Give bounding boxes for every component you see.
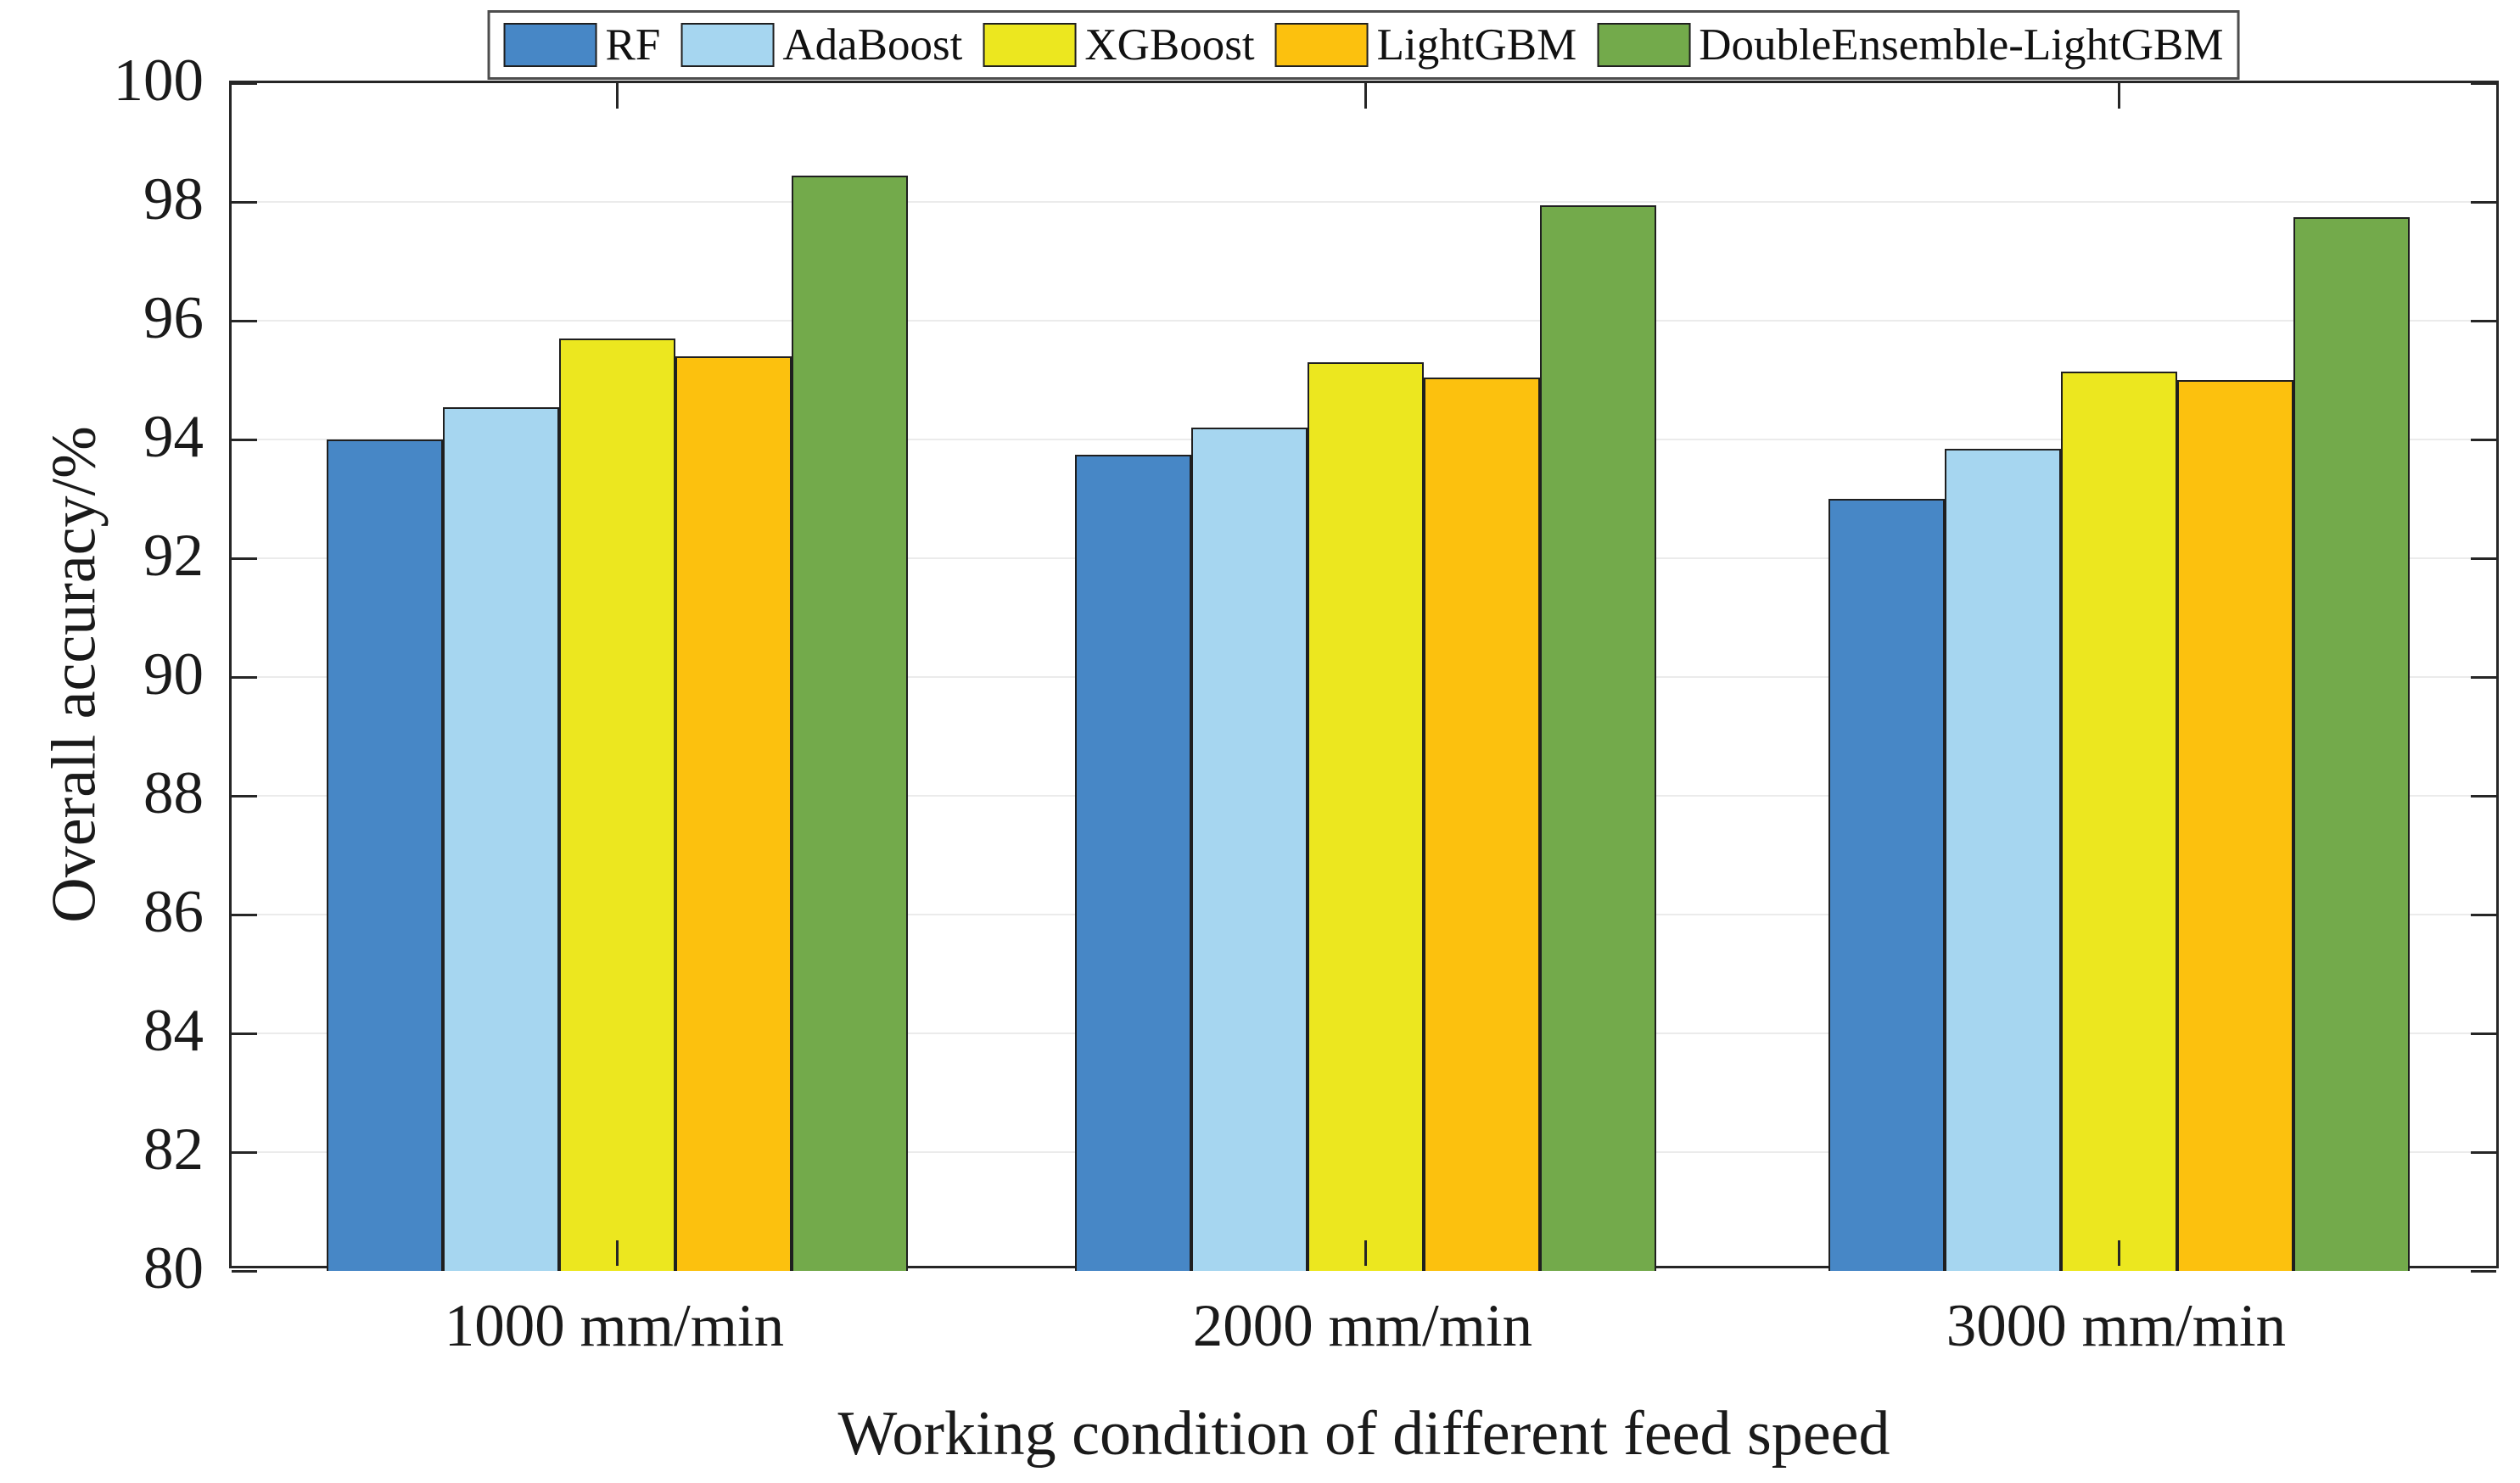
legend-swatch-rf [503, 23, 597, 67]
gridline-96 [232, 320, 2496, 322]
y-tick-right-100 [2471, 81, 2496, 85]
plot-area [229, 81, 2499, 1273]
x-tick-bottom-1000-mm-min [615, 1240, 619, 1266]
legend-entry-xgboost: XGBoost [983, 20, 1255, 70]
bar-adaboost-3000-mm-min [1944, 448, 2061, 1271]
y-tick-left-86 [232, 913, 257, 916]
y-tick-left-92 [232, 557, 257, 560]
y-tick-right-84 [2471, 1032, 2496, 1035]
legend-entry-rf: RF [503, 20, 661, 70]
y-tick-label-84: 84 [143, 998, 204, 1064]
bar-lightgbm-1000-mm-min [675, 356, 792, 1271]
legend-entry-adaboost: AdaBoost [680, 21, 962, 69]
bar-xgboost-2000-mm-min [1307, 362, 1424, 1271]
x-tick-bottom-2000-mm-min [1364, 1240, 1367, 1266]
y-tick-right-92 [2471, 557, 2496, 560]
y-tick-right-90 [2471, 675, 2496, 679]
y-tick-label-92: 92 [143, 523, 204, 589]
y-tick-label-88: 88 [143, 760, 204, 826]
legend-swatch-doubleensemble-lightgbm [1597, 23, 1691, 67]
bar-doubleensemble-lightgbm-3000-mm-min [2293, 216, 2410, 1271]
y-tick-left-82 [232, 1150, 257, 1154]
legend-entry-lightgbm: LightGBM [1274, 20, 1577, 70]
legend-label-xgboost: XGBoost [1084, 20, 1255, 70]
legend-swatch-xgboost [983, 23, 1077, 67]
legend-label-doubleensemble-lightgbm: DoubleEnsemble-LightGBM [1699, 20, 2224, 70]
y-tick-right-86 [2471, 913, 2496, 916]
y-tick-right-82 [2471, 1150, 2496, 1154]
bar-rf-3000-mm-min [1828, 499, 1945, 1271]
y-tick-left-80 [232, 1269, 257, 1273]
y-tick-label-96: 96 [143, 285, 204, 351]
y-tick-right-94 [2471, 438, 2496, 441]
bar-lightgbm-3000-mm-min [2176, 380, 2293, 1271]
y-tick-label-82: 82 [143, 1116, 204, 1183]
x-tick-bottom-3000-mm-min [2117, 1240, 2120, 1266]
y-tick-left-84 [232, 1032, 257, 1035]
bar-adaboost-2000-mm-min [1190, 428, 1308, 1271]
y-tick-right-98 [2471, 200, 2496, 204]
y-tick-right-88 [2471, 794, 2496, 797]
x-axis-title: Working condition of different feed spee… [837, 1399, 1890, 1469]
bar-lightgbm-2000-mm-min [1423, 377, 1540, 1271]
legend-entry-doubleensemble-lightgbm: DoubleEnsemble-LightGBM [1597, 21, 2223, 69]
y-tick-left-100 [232, 81, 257, 85]
legend-label-rf: RF [605, 20, 661, 70]
y-tick-label-100: 100 [113, 48, 204, 114]
x-tick-label-2000-mm-min: 2000 mm/min [1192, 1293, 1533, 1359]
x-tick-label-1000-mm-min: 1000 mm/min [444, 1293, 785, 1359]
x-tick-top-1000-mm-min [615, 83, 619, 109]
y-tick-label-86: 86 [143, 879, 204, 945]
bar-rf-2000-mm-min [1074, 454, 1191, 1271]
y-tick-left-90 [232, 675, 257, 679]
x-tick-label-3000-mm-min: 3000 mm/min [1946, 1293, 2287, 1359]
y-tick-left-88 [232, 794, 257, 797]
legend-label-adaboost: AdaBoost [782, 20, 963, 70]
legend-label-lightgbm: LightGBM [1376, 20, 1577, 70]
legend-swatch-adaboost [680, 23, 775, 67]
bar-doubleensemble-lightgbm-1000-mm-min [791, 175, 908, 1271]
bar-xgboost-1000-mm-min [558, 339, 675, 1271]
y-tick-left-98 [232, 200, 257, 204]
y-tick-label-90: 90 [143, 641, 204, 708]
y-tick-label-98: 98 [143, 166, 204, 232]
y-tick-right-80 [2471, 1269, 2496, 1273]
bar-rf-1000-mm-min [326, 439, 443, 1271]
gridline-98 [232, 201, 2496, 203]
y-tick-left-96 [232, 319, 257, 322]
x-tick-top-3000-mm-min [2117, 83, 2120, 109]
y-tick-label-94: 94 [143, 404, 204, 470]
y-tick-right-96 [2471, 319, 2496, 322]
bar-xgboost-3000-mm-min [2060, 371, 2177, 1271]
bar-doubleensemble-lightgbm-2000-mm-min [1539, 204, 1656, 1271]
y-tick-label-80: 80 [143, 1235, 204, 1301]
chart-legend: RF AdaBoost XGBoost LightGBM DoubleEnsemble-… [487, 10, 2240, 80]
y-tick-left-94 [232, 438, 257, 441]
bar-adaboost-1000-mm-min [442, 406, 559, 1271]
x-tick-top-2000-mm-min [1364, 83, 1367, 109]
legend-swatch-lightgbm [1274, 23, 1369, 67]
